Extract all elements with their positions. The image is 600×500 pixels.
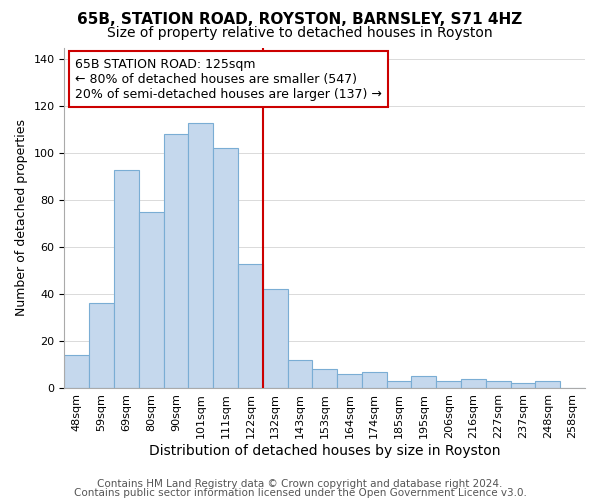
Bar xyxy=(486,381,511,388)
Text: Contains HM Land Registry data © Crown copyright and database right 2024.: Contains HM Land Registry data © Crown c… xyxy=(97,479,503,489)
Bar xyxy=(313,369,337,388)
Bar xyxy=(386,381,412,388)
Bar xyxy=(64,355,89,388)
Bar xyxy=(114,170,139,388)
Bar xyxy=(89,304,114,388)
X-axis label: Distribution of detached houses by size in Royston: Distribution of detached houses by size … xyxy=(149,444,500,458)
Bar xyxy=(287,360,313,388)
Text: 65B, STATION ROAD, ROYSTON, BARNSLEY, S71 4HZ: 65B, STATION ROAD, ROYSTON, BARNSLEY, S7… xyxy=(77,12,523,28)
Bar xyxy=(436,381,461,388)
Text: 65B STATION ROAD: 125sqm
← 80% of detached houses are smaller (547)
20% of semi-: 65B STATION ROAD: 125sqm ← 80% of detach… xyxy=(75,58,382,100)
Text: Size of property relative to detached houses in Royston: Size of property relative to detached ho… xyxy=(107,26,493,40)
Bar xyxy=(461,378,486,388)
Bar xyxy=(412,376,436,388)
Y-axis label: Number of detached properties: Number of detached properties xyxy=(15,119,28,316)
Bar xyxy=(213,148,238,388)
Bar xyxy=(511,384,535,388)
Bar xyxy=(238,264,263,388)
Bar xyxy=(337,374,362,388)
Bar xyxy=(139,212,164,388)
Bar xyxy=(362,372,386,388)
Bar xyxy=(535,381,560,388)
Bar xyxy=(263,290,287,388)
Text: Contains public sector information licensed under the Open Government Licence v3: Contains public sector information licen… xyxy=(74,488,526,498)
Bar xyxy=(164,134,188,388)
Bar xyxy=(188,122,213,388)
